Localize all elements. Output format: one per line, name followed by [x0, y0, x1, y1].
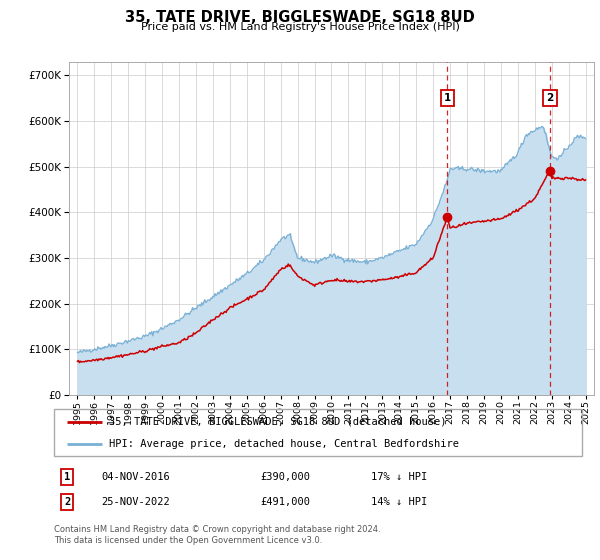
Text: 04-NOV-2016: 04-NOV-2016 [101, 472, 170, 482]
Text: £390,000: £390,000 [260, 472, 310, 482]
Text: 35, TATE DRIVE, BIGGLESWADE, SG18 8UD: 35, TATE DRIVE, BIGGLESWADE, SG18 8UD [125, 10, 475, 25]
Text: £491,000: £491,000 [260, 497, 310, 507]
Text: 1: 1 [444, 94, 451, 103]
Text: This data is licensed under the Open Government Licence v3.0.: This data is licensed under the Open Gov… [54, 536, 322, 545]
Text: 25-NOV-2022: 25-NOV-2022 [101, 497, 170, 507]
Text: 2: 2 [547, 94, 554, 103]
Text: 35, TATE DRIVE, BIGGLESWADE, SG18 8UD (detached house): 35, TATE DRIVE, BIGGLESWADE, SG18 8UD (d… [109, 417, 447, 427]
Text: 17% ↓ HPI: 17% ↓ HPI [371, 472, 427, 482]
Text: HPI: Average price, detached house, Central Bedfordshire: HPI: Average price, detached house, Cent… [109, 438, 460, 449]
Text: 2: 2 [64, 497, 70, 507]
Text: 1: 1 [64, 472, 70, 482]
Text: Contains HM Land Registry data © Crown copyright and database right 2024.: Contains HM Land Registry data © Crown c… [54, 525, 380, 534]
Text: Price paid vs. HM Land Registry's House Price Index (HPI): Price paid vs. HM Land Registry's House … [140, 22, 460, 32]
Text: 14% ↓ HPI: 14% ↓ HPI [371, 497, 427, 507]
